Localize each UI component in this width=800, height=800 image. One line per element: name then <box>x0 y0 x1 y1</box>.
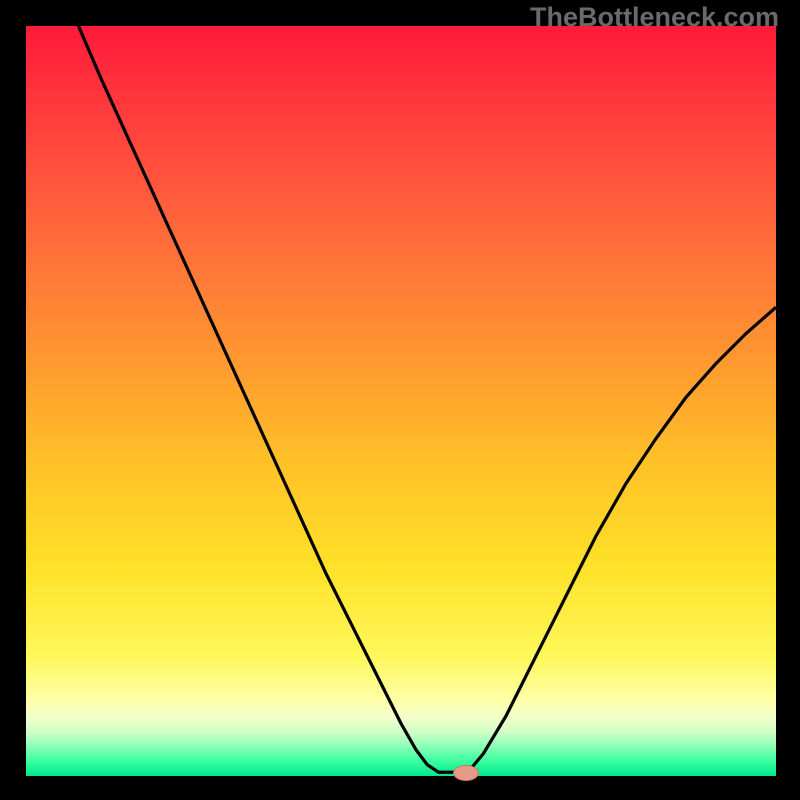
chart-container: TheBottleneck.com <box>0 0 800 800</box>
bottleneck-curve <box>79 26 777 772</box>
curve-layer <box>26 26 776 776</box>
optimum-marker <box>453 765 479 781</box>
watermark-text: TheBottleneck.com <box>530 2 779 33</box>
plot-area <box>26 26 776 776</box>
